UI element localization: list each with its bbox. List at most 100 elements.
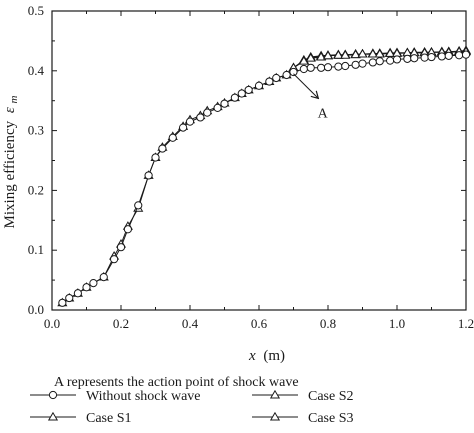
data-point (455, 51, 464, 60)
data-point (158, 144, 167, 153)
annotation-arrow (293, 73, 318, 98)
data-point (185, 117, 195, 126)
legend-marker (269, 411, 281, 421)
data-point (420, 53, 429, 62)
y-axis-title: Mixing efficiency ε m (2, 95, 20, 228)
x-axis-variable: x (248, 348, 256, 364)
data-point (367, 48, 378, 58)
y-tick-label: 0.4 (28, 63, 45, 78)
series-layer (57, 45, 472, 307)
series-line (62, 51, 466, 304)
data-point (350, 49, 361, 59)
data-point (151, 153, 160, 162)
legend-item-case-s3: Case S3 (252, 411, 354, 426)
data-point (116, 243, 126, 252)
data-point (427, 52, 436, 62)
data-point (317, 63, 326, 72)
data-point (374, 48, 385, 58)
data-point (134, 201, 143, 210)
y-tick-label: 0.1 (28, 242, 44, 257)
x-tick-label: 0.6 (251, 316, 268, 331)
data-point (298, 56, 309, 65)
data-point (123, 225, 133, 234)
data-point (230, 93, 239, 102)
data-point (89, 278, 98, 288)
data-point (334, 62, 343, 71)
x-tick-label: 0.2 (113, 316, 129, 331)
data-point (99, 273, 108, 282)
data-point (461, 50, 471, 59)
x-tick-label: 0.0 (44, 316, 60, 331)
data-point (444, 51, 453, 60)
data-point (289, 67, 298, 77)
data-point (368, 58, 377, 67)
data-point (244, 85, 253, 95)
data-point (82, 283, 91, 292)
data-point (220, 99, 229, 108)
data-point (282, 70, 291, 80)
data-point (385, 48, 396, 57)
legend-item-without-shock-wave: Without shock wave (30, 389, 201, 404)
x-tick-label: 1.0 (389, 316, 405, 331)
x-axis-unit: (m) (263, 348, 285, 364)
data-point (73, 289, 82, 298)
legend-label: Case S3 (308, 411, 354, 426)
x-tick-label: 1.2 (458, 316, 474, 331)
y-axis-subscript: m (8, 95, 20, 103)
data-point (203, 108, 212, 117)
data-point (323, 63, 333, 72)
data-point (179, 123, 188, 132)
data-point (299, 64, 308, 74)
data-point (357, 48, 368, 58)
legend-title: A represents the action point of shock w… (54, 375, 299, 390)
data-point (272, 73, 281, 83)
series-case-s1 (57, 46, 472, 307)
legend-marker (269, 389, 281, 399)
annotation: A (293, 73, 329, 122)
legend-marker (48, 390, 58, 400)
data-point (144, 171, 153, 180)
y-tick-label: 0.3 (28, 123, 44, 138)
legend-label: Case S1 (86, 411, 132, 426)
data-point (437, 52, 446, 61)
data-point (410, 54, 419, 63)
legend-label: Without shock wave (86, 389, 201, 404)
data-point (392, 55, 402, 64)
data-point (254, 81, 264, 90)
data-point (65, 293, 74, 303)
legend-label: Case S2 (308, 389, 354, 404)
data-point (322, 50, 334, 60)
data-point (386, 56, 395, 65)
legend-marker (47, 411, 59, 421)
y-tick-label: 0.2 (28, 182, 44, 197)
legend-item-case-s2: Case S2 (252, 389, 354, 404)
y-tick-label: 0.0 (28, 302, 44, 317)
data-point (351, 60, 360, 69)
legend-item-case-s1: Case S1 (30, 411, 132, 426)
data-point (168, 133, 177, 142)
y-axis-text: Mixing efficiency (2, 120, 18, 228)
axis-ticks: 0.0 0.2 0.4 0.6 0.8 1.0 1.2 0.0 0.1 0.2 0.3 0.4 0.5 (28, 3, 474, 331)
data-point (265, 77, 274, 86)
x-axis-title: x (m) (248, 348, 285, 364)
x-tick-label: 0.8 (320, 316, 336, 331)
series-without-shock-wave (58, 50, 471, 307)
y-tick-label: 0.5 (28, 3, 44, 18)
data-point (358, 59, 367, 68)
data-point (375, 57, 384, 66)
data-point (340, 50, 351, 59)
y-axis-variable: ε (2, 107, 18, 113)
data-point (403, 54, 412, 63)
data-point (305, 53, 316, 62)
annotation-label: A (318, 107, 329, 122)
data-point (333, 50, 344, 59)
data-point (341, 61, 350, 71)
data-point (196, 113, 205, 122)
data-point (237, 89, 246, 98)
x-tick-label: 0.4 (182, 316, 199, 331)
data-point (213, 103, 222, 112)
data-point (110, 255, 119, 264)
legend: A represents the action point of shock w… (30, 375, 354, 426)
series-line (62, 54, 467, 304)
